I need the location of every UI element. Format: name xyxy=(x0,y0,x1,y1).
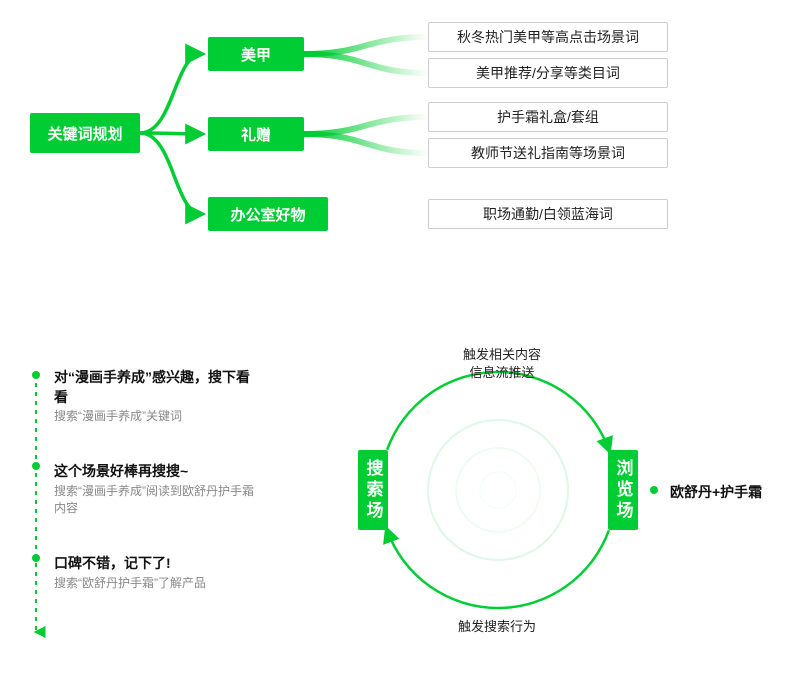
cycle-browse-field: 浏览场 xyxy=(608,450,638,530)
right-marker-label: 欧舒丹+护手霜 xyxy=(670,482,762,502)
search-browse-cycle xyxy=(0,0,800,697)
cycle-top-label: 触发相关内容信息流推送 xyxy=(442,346,562,381)
cycle-bottom-label: 触发搜索行为 xyxy=(458,618,536,636)
cycle-search-field: 搜索场 xyxy=(358,450,388,530)
right-marker-dot xyxy=(650,486,658,494)
